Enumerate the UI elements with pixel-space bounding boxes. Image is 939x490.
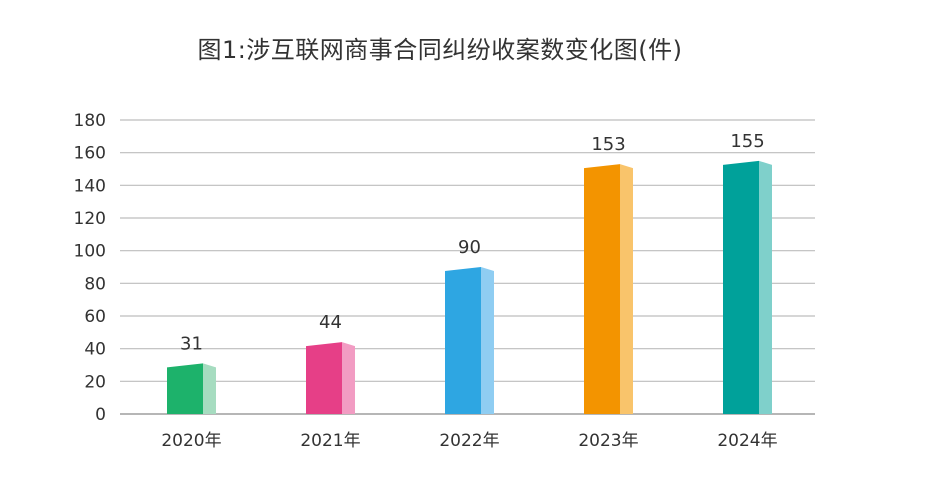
bar: [306, 342, 355, 414]
bar: [445, 267, 494, 414]
y-tick-label: 120: [74, 209, 106, 229]
y-tick-label: 40: [84, 340, 106, 360]
y-tick-label: 0: [95, 405, 106, 425]
data-label: 31: [180, 333, 203, 354]
x-axis-ticks: 2020年 2021年 2022年 2023年 2024年: [161, 431, 777, 451]
data-labels: 31 44 90 153 155: [180, 131, 765, 355]
data-label: 155: [730, 131, 764, 152]
data-label: 153: [591, 134, 625, 155]
bar-side-face: [342, 342, 355, 414]
bar-side-face: [203, 363, 216, 414]
bar: [167, 363, 216, 414]
y-tick-label: 100: [74, 242, 106, 262]
bars: [167, 160, 772, 414]
x-tick-label: 2022年: [439, 431, 499, 451]
data-label: 44: [319, 312, 342, 333]
x-tick-label: 2021年: [300, 431, 360, 451]
bar-front-face: [445, 267, 481, 414]
y-tick-label: 80: [84, 274, 106, 294]
y-tick-label: 20: [84, 372, 106, 392]
y-axis-ticks: 0 20 40 60 80 100 120 140 160 180: [74, 111, 106, 425]
bar: [723, 160, 772, 414]
bar-front-face: [306, 342, 342, 414]
bar-front-face: [723, 160, 759, 414]
bar-side-face: [620, 164, 633, 414]
y-tick-label: 140: [74, 176, 106, 196]
bar: [584, 164, 633, 414]
y-tick-label: 160: [74, 144, 106, 164]
x-tick-label: 2020年: [161, 431, 221, 451]
x-tick-label: 2023年: [578, 431, 638, 451]
bar-front-face: [167, 363, 203, 414]
y-tick-label: 180: [74, 111, 106, 131]
bar-side-face: [759, 160, 772, 414]
bar-side-face: [481, 267, 494, 414]
chart-title: 图1:涉互联网商事合同纠纷收案数变化图(件): [197, 36, 683, 64]
y-tick-label: 60: [84, 307, 106, 327]
x-tick-label: 2024年: [717, 431, 777, 451]
data-label: 90: [458, 237, 481, 258]
bar-front-face: [584, 164, 620, 414]
